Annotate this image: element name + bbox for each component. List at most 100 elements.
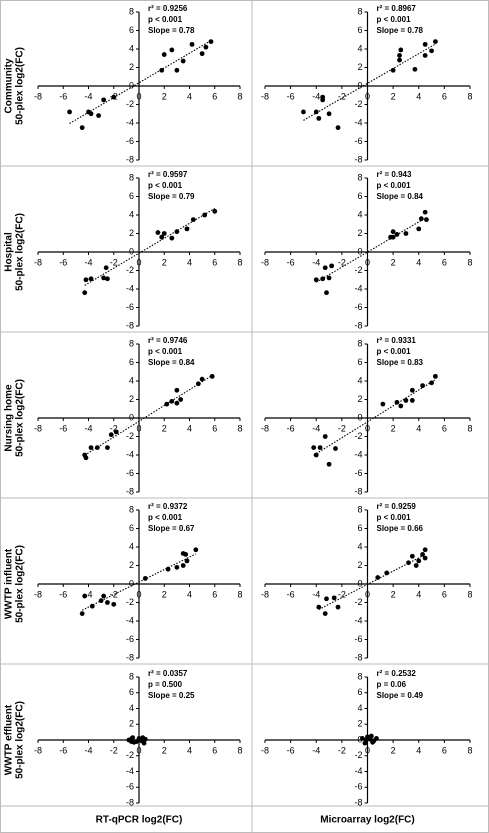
point <box>384 570 390 576</box>
point <box>409 387 415 393</box>
y-tick-label: 0 <box>357 578 362 588</box>
y-tick-label: -2 <box>354 265 362 275</box>
x-tick-label: 2 <box>162 91 167 101</box>
y-tick-label: 4 <box>129 703 134 713</box>
x-tick-label: 0 <box>136 589 141 599</box>
x-tick-label: 4 <box>416 257 421 267</box>
y-tick-label: 6 <box>357 357 362 367</box>
point <box>422 555 428 561</box>
y-tick-label: -4 <box>354 283 362 293</box>
y-tick-label: 6 <box>129 191 134 201</box>
x-tick-label: 8 <box>237 91 242 101</box>
trendline <box>84 207 216 286</box>
annotation: p < 0.001 <box>148 15 183 24</box>
point <box>313 452 319 458</box>
x-tick-label: -6 <box>287 745 295 755</box>
y-tick-label: 6 <box>129 687 134 697</box>
y-tick-label: -4 <box>126 615 134 625</box>
point <box>113 429 119 435</box>
annotation: Slope = 0.66 <box>377 524 424 533</box>
y-tick-label: 2 <box>129 719 134 729</box>
point <box>96 113 101 118</box>
x-axis-label: RT-qPCR log2(FC) <box>96 815 183 826</box>
annotation: r² = 0.9746 <box>148 336 188 345</box>
y-tick-label: 4 <box>357 703 362 713</box>
point <box>83 277 89 283</box>
x-tick-label: -4 <box>312 91 320 101</box>
point <box>311 445 317 450</box>
point <box>174 400 180 406</box>
x-tick-label: -2 <box>338 745 346 755</box>
x-tick-label: -2 <box>110 257 118 267</box>
y-tick-label: 0 <box>357 246 362 256</box>
annotation: Slope = 0.84 <box>377 192 424 201</box>
y-tick-label: -2 <box>126 597 134 607</box>
point <box>324 596 329 602</box>
x-tick-label: -6 <box>287 257 295 267</box>
point <box>433 39 438 44</box>
y-tick-label: 0 <box>129 246 134 256</box>
y-axis-label: WWTP influent <box>4 548 15 619</box>
point <box>322 434 328 439</box>
y-tick-label: 2 <box>129 62 134 72</box>
x-tick-label: -8 <box>261 91 269 101</box>
x-tick-label: -4 <box>84 257 92 267</box>
y-tick-label: -4 <box>126 449 134 459</box>
point <box>82 290 88 296</box>
y-tick-label: -2 <box>354 597 362 607</box>
y-axis-label: Community <box>4 58 15 113</box>
annotation: r² = 0.2532 <box>377 669 417 678</box>
y-tick-label: -8 <box>354 154 362 164</box>
point <box>403 398 409 403</box>
point <box>313 277 319 283</box>
y-axis-label: 50-plex log2(FC) <box>15 47 26 125</box>
point <box>335 125 341 131</box>
x-tick-label: 8 <box>467 257 472 267</box>
y-tick-label: -4 <box>126 117 134 127</box>
y-tick-label: 6 <box>129 25 134 35</box>
y-tick-label: -8 <box>354 652 362 662</box>
point <box>169 235 175 241</box>
x-tick-label: 4 <box>416 423 421 433</box>
y-tick-label: -8 <box>126 797 134 807</box>
y-tick-label: 4 <box>357 541 362 551</box>
point <box>141 740 147 746</box>
x-tick-label: -8 <box>261 257 269 267</box>
point <box>161 231 167 236</box>
point <box>161 52 167 57</box>
x-tick-label: 4 <box>187 257 192 267</box>
point <box>79 125 85 131</box>
trendline <box>315 216 427 283</box>
point <box>390 67 396 73</box>
x-tick-label: -4 <box>312 423 320 433</box>
trendline <box>69 40 212 124</box>
y-axis-label: 50-plex log2(FC) <box>15 213 26 291</box>
y-tick-label: 4 <box>129 541 134 551</box>
point <box>422 53 428 58</box>
point <box>329 263 335 269</box>
y-tick-label: -4 <box>354 615 362 625</box>
trendline <box>303 43 436 121</box>
point <box>433 373 438 379</box>
point <box>108 432 114 438</box>
point <box>212 208 218 214</box>
y-tick-label: -6 <box>126 136 134 146</box>
x-tick-label: 2 <box>162 745 167 755</box>
y-tick-label: -2 <box>354 750 362 760</box>
trendline <box>318 554 426 611</box>
point <box>409 553 415 559</box>
y-axis-label: 50-plex log2(FC) <box>15 545 26 623</box>
y-axis-label: Nursing home <box>4 384 15 452</box>
point <box>326 275 332 281</box>
x-tick-label: 8 <box>467 589 472 599</box>
x-tick-label: 6 <box>212 589 217 599</box>
x-tick-label: -8 <box>34 589 42 599</box>
x-tick-label: 0 <box>365 91 370 101</box>
x-tick-label: 6 <box>212 745 217 755</box>
x-tick-label: 2 <box>391 423 396 433</box>
y-tick-label: 2 <box>357 228 362 238</box>
point <box>333 446 338 451</box>
annotation: Slope = 0.49 <box>377 691 424 700</box>
y-tick-label: 4 <box>357 375 362 385</box>
y-tick-label: -2 <box>354 431 362 441</box>
